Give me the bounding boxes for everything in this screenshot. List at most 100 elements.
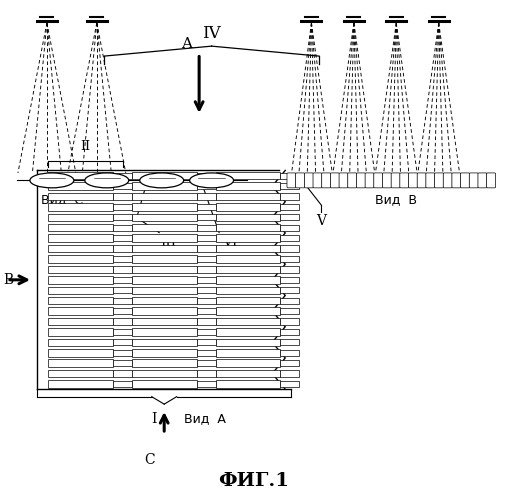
Bar: [216, 349, 280, 356]
Bar: [132, 276, 196, 283]
Bar: [280, 224, 299, 231]
Bar: [113, 256, 132, 262]
Bar: [113, 287, 132, 294]
Bar: [280, 287, 299, 294]
Bar: [132, 234, 196, 242]
Bar: [113, 360, 132, 366]
Bar: [113, 204, 132, 210]
Bar: [216, 318, 280, 326]
Bar: [132, 318, 196, 326]
Bar: [196, 287, 216, 294]
Bar: [280, 235, 299, 242]
FancyBboxPatch shape: [357, 173, 366, 188]
Bar: [113, 172, 132, 179]
Bar: [280, 298, 299, 304]
FancyBboxPatch shape: [330, 173, 339, 188]
FancyBboxPatch shape: [374, 173, 383, 188]
Bar: [216, 380, 280, 388]
Bar: [280, 172, 299, 179]
Ellipse shape: [85, 173, 129, 188]
Text: IV: IV: [203, 25, 221, 42]
Bar: [48, 286, 113, 294]
Bar: [132, 380, 196, 388]
Bar: [113, 370, 132, 376]
FancyBboxPatch shape: [313, 173, 322, 188]
Text: C: C: [144, 453, 155, 467]
Bar: [280, 246, 299, 252]
Bar: [132, 328, 196, 336]
Bar: [216, 182, 280, 190]
Bar: [48, 370, 113, 378]
Bar: [196, 183, 216, 189]
Bar: [216, 286, 280, 294]
Bar: [196, 339, 216, 345]
Bar: [132, 255, 196, 262]
Bar: [280, 360, 299, 366]
Bar: [113, 318, 132, 324]
Bar: [132, 349, 196, 356]
Bar: [113, 329, 132, 335]
FancyBboxPatch shape: [382, 173, 391, 188]
Text: Вид  C: Вид C: [41, 193, 83, 206]
Bar: [113, 276, 132, 283]
Bar: [196, 381, 216, 387]
Bar: [280, 204, 299, 210]
Bar: [280, 318, 299, 324]
FancyBboxPatch shape: [435, 173, 443, 188]
Text: ФИГ.1: ФИГ.1: [219, 472, 289, 490]
Text: Вид  А: Вид А: [184, 412, 226, 425]
Text: VI: VI: [223, 235, 238, 249]
FancyBboxPatch shape: [322, 173, 331, 188]
Bar: [196, 224, 216, 231]
FancyBboxPatch shape: [287, 173, 296, 188]
FancyBboxPatch shape: [478, 173, 487, 188]
FancyBboxPatch shape: [409, 173, 418, 188]
Bar: [196, 329, 216, 335]
Bar: [48, 276, 113, 283]
FancyBboxPatch shape: [452, 173, 461, 188]
Bar: [132, 245, 196, 252]
Bar: [113, 339, 132, 345]
Bar: [48, 203, 113, 210]
Bar: [216, 297, 280, 304]
Bar: [196, 256, 216, 262]
Bar: [113, 224, 132, 231]
Bar: [280, 214, 299, 220]
Bar: [132, 224, 196, 232]
Bar: [216, 172, 280, 180]
Bar: [48, 297, 113, 304]
Bar: [280, 308, 299, 314]
Bar: [132, 338, 196, 346]
Bar: [48, 328, 113, 336]
Bar: [196, 308, 216, 314]
Bar: [48, 255, 113, 262]
Bar: [48, 245, 113, 252]
Bar: [48, 308, 113, 315]
FancyBboxPatch shape: [348, 173, 357, 188]
FancyBboxPatch shape: [487, 173, 495, 188]
FancyBboxPatch shape: [305, 173, 313, 188]
Bar: [216, 192, 280, 200]
Bar: [196, 318, 216, 324]
FancyBboxPatch shape: [295, 173, 305, 188]
Text: B: B: [4, 273, 14, 287]
Bar: [280, 194, 299, 200]
Bar: [113, 308, 132, 314]
Bar: [132, 286, 196, 294]
Bar: [216, 370, 280, 378]
Bar: [216, 214, 280, 221]
Text: III: III: [160, 235, 176, 249]
FancyBboxPatch shape: [417, 173, 426, 188]
Bar: [132, 172, 196, 180]
Bar: [280, 276, 299, 283]
FancyBboxPatch shape: [339, 173, 348, 188]
Bar: [216, 245, 280, 252]
Bar: [113, 266, 132, 272]
Bar: [48, 172, 113, 180]
Bar: [48, 338, 113, 346]
Bar: [48, 349, 113, 356]
Bar: [280, 256, 299, 262]
Bar: [196, 194, 216, 200]
Bar: [216, 234, 280, 242]
Ellipse shape: [190, 173, 234, 188]
